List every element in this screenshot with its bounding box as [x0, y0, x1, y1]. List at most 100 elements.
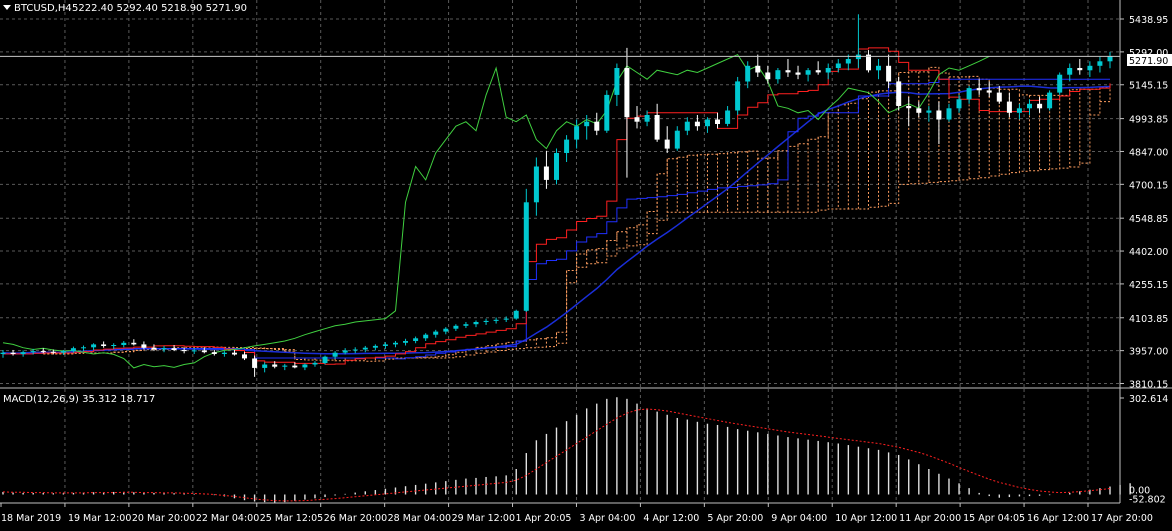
bearish-candle [886, 65, 892, 82]
bullish-candle [221, 352, 227, 354]
bullish-candle [483, 320, 489, 322]
price-tick-label: 4993.85 [1129, 115, 1168, 126]
macd-tick-label: 0.00 [1129, 486, 1150, 497]
bearish-candle [815, 70, 821, 73]
ohlc-readout: 5222.40 5292.40 5218.90 5271.90 [72, 3, 247, 14]
bearish-candle [936, 110, 942, 120]
bullish-candle [725, 110, 731, 124]
bullish-candle [503, 318, 509, 320]
bearish-candle [765, 72, 771, 80]
bullish-candle [413, 338, 419, 341]
price-tick-label: 4700.15 [1129, 180, 1168, 191]
bearish-candle [694, 121, 700, 127]
chikou-span-line [2, 53, 990, 369]
bearish-candle [10, 352, 16, 354]
macd-label: MACD(12,26,9) 35.312 18.717 [3, 394, 155, 405]
time-tick-label: 19 Mar 12:00 [68, 513, 131, 524]
bullish-candle [81, 347, 86, 349]
bullish-candle [1097, 61, 1103, 66]
bullish-candle [1047, 92, 1053, 109]
price-tick-label: 4103.85 [1129, 314, 1168, 325]
bearish-candle [151, 347, 157, 350]
bearish-candle [272, 364, 278, 367]
bearish-candle [785, 70, 791, 73]
price-tick-label: 5292.00 [1129, 48, 1168, 59]
bearish-candle [543, 166, 549, 180]
bullish-candle [745, 65, 751, 82]
price-tick-label: 5145.15 [1129, 81, 1168, 92]
bearish-candle [141, 344, 147, 348]
bullish-candle [161, 348, 167, 350]
bullish-candle [332, 352, 338, 357]
bullish-candle [443, 328, 449, 332]
bullish-candle [1087, 65, 1093, 71]
time-tick-label: 17 Apr 20:00 [1091, 513, 1153, 524]
bullish-candle [513, 310, 519, 319]
bearish-candle [201, 350, 207, 353]
bearish-candle [131, 342, 137, 345]
bullish-candle [644, 115, 650, 122]
bullish-candle [523, 202, 529, 311]
bullish-candle [533, 166, 539, 203]
bullish-candle [372, 345, 378, 348]
bullish-candle [1107, 56, 1113, 62]
bullish-candle [1067, 68, 1073, 75]
time-tick-label: 3 Apr 04:00 [579, 513, 635, 524]
time-tick-label: 9 Apr 04:00 [771, 513, 827, 524]
bullish-candle [966, 88, 972, 100]
bearish-candle [171, 348, 177, 350]
bearish-candle [916, 108, 922, 113]
bullish-candle [735, 81, 741, 111]
bearish-candle [906, 106, 912, 109]
bearish-candle [211, 352, 217, 354]
bullish-candle [946, 108, 952, 120]
bullish-candle [453, 325, 459, 329]
bearish-candle [1037, 103, 1043, 109]
time-tick-label: 25 Mar 12:05 [260, 513, 323, 524]
bearish-candle [1077, 68, 1083, 71]
bullish-candle [191, 350, 197, 352]
price-tick-label: 4548.85 [1129, 214, 1168, 225]
bearish-candle [242, 354, 247, 359]
time-tick-label: 11 Apr 20:00 [899, 513, 961, 524]
time-tick-label: 28 Mar 04:00 [388, 513, 451, 524]
bullish-candle [111, 345, 117, 346]
symbol-dropdown-icon[interactable] [3, 5, 11, 10]
symbol-label: BTCUSD,H4 [14, 3, 72, 14]
bullish-candle [845, 59, 851, 64]
tenkan-sen-line [3, 47, 1111, 365]
bullish-candle [342, 350, 348, 353]
bearish-candle [50, 351, 56, 353]
bullish-candle [282, 365, 288, 367]
bearish-candle [866, 54, 871, 71]
bearish-candle [715, 119, 720, 124]
bullish-candle [423, 334, 429, 339]
bullish-candle [584, 121, 590, 127]
price-tick-label: 3810.15 [1129, 380, 1168, 391]
price-tick-label: 4402.00 [1129, 247, 1168, 258]
bullish-candle [91, 344, 97, 348]
bullish-candle [20, 352, 26, 354]
bullish-candle [60, 351, 66, 353]
time-tick-label: 5 Apr 20:00 [707, 513, 763, 524]
bearish-candle [40, 351, 46, 353]
bearish-candle [594, 121, 600, 131]
bullish-candle [493, 319, 499, 321]
time-tick-label: 18 Mar 2019 [1, 513, 61, 524]
macd-signal-line [2, 408, 1111, 502]
bullish-candle [825, 68, 831, 73]
bullish-candle [614, 68, 620, 95]
bearish-candle [101, 344, 107, 346]
bearish-candle [252, 358, 258, 368]
bullish-candle [403, 341, 408, 343]
bearish-candle [976, 88, 982, 91]
time-tick-label: 4 Apr 12:00 [643, 513, 699, 524]
bearish-candle [896, 81, 902, 106]
macd-tick-label: -52.802 [1129, 495, 1166, 506]
price-tick-label: 4847.00 [1129, 147, 1168, 158]
bearish-candle [654, 115, 660, 140]
bullish-candle [604, 94, 610, 131]
